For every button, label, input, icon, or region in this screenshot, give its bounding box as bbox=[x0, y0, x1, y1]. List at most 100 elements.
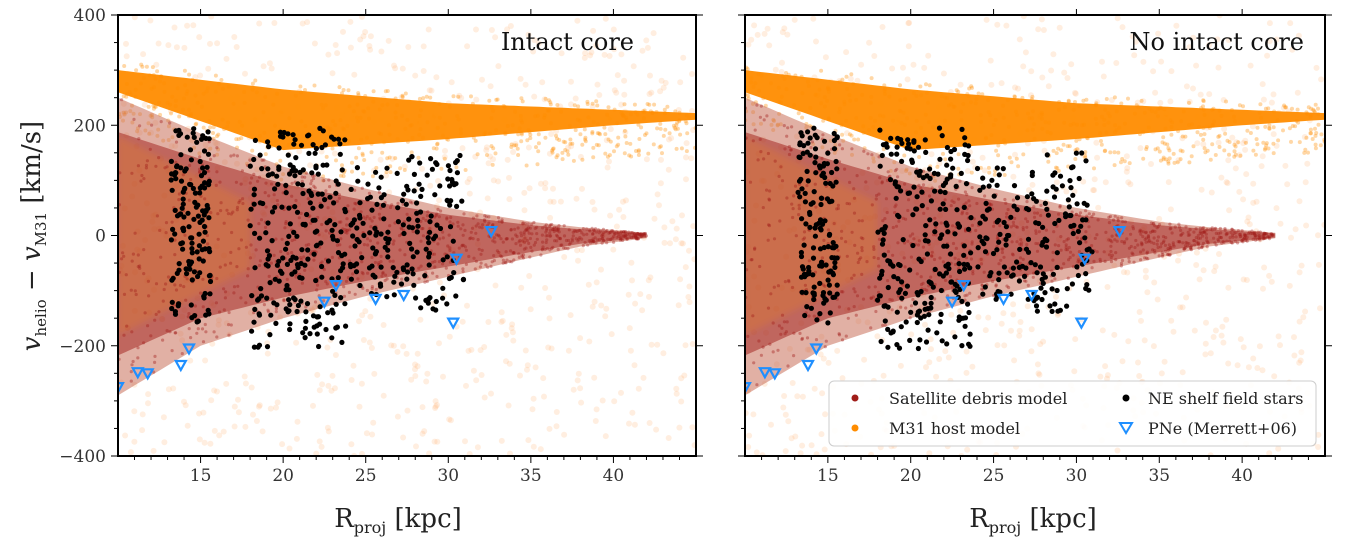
halo-point bbox=[573, 195, 580, 202]
debris-model-point bbox=[598, 237, 602, 242]
debris-model-point bbox=[1141, 235, 1145, 239]
debris-model-point bbox=[1168, 253, 1172, 257]
host-model-point bbox=[548, 102, 553, 107]
host-model-point bbox=[400, 93, 405, 98]
debris-model-point bbox=[850, 230, 854, 234]
ne-shelf-star-point bbox=[173, 128, 179, 134]
debris-model-point bbox=[201, 305, 205, 309]
debris-model-point bbox=[637, 232, 642, 237]
debris-model-point bbox=[436, 242, 440, 246]
halo-point bbox=[818, 431, 825, 438]
debris-model-point bbox=[509, 228, 513, 232]
debris-model-point bbox=[1112, 218, 1116, 222]
halo-point bbox=[1017, 319, 1024, 325]
halo-point bbox=[318, 443, 325, 450]
halo-point bbox=[589, 103, 596, 110]
debris-model-point bbox=[1084, 209, 1088, 213]
debris-model-point bbox=[823, 284, 827, 288]
debris-model-point bbox=[785, 196, 789, 200]
debris-model-point bbox=[777, 174, 781, 178]
halo-point bbox=[466, 190, 473, 197]
debris-model-point bbox=[640, 233, 645, 237]
host-model-point bbox=[860, 92, 865, 97]
ne-shelf-star-point bbox=[201, 148, 208, 154]
host-model-point bbox=[658, 121, 663, 126]
debris-model-point bbox=[958, 179, 962, 183]
halo-point bbox=[527, 306, 534, 313]
debris-model-point bbox=[792, 194, 796, 198]
ne-shelf-star-point bbox=[299, 247, 305, 253]
host-model-point bbox=[869, 100, 873, 105]
host-model-point bbox=[1103, 148, 1108, 153]
ne-shelf-star-point bbox=[174, 164, 180, 170]
halo-point bbox=[1302, 179, 1309, 186]
debris-model-point bbox=[782, 124, 786, 128]
ne-shelf-star-point bbox=[797, 142, 803, 148]
debris-model-point bbox=[1025, 219, 1030, 224]
debris-model-point bbox=[621, 238, 625, 242]
ne-shelf-star-point bbox=[183, 266, 189, 272]
host-model-point bbox=[385, 102, 390, 107]
host-model-point bbox=[1313, 126, 1317, 131]
debris-model-point bbox=[779, 332, 783, 336]
debris-model-point bbox=[1195, 240, 1199, 244]
debris-model-point bbox=[600, 237, 604, 241]
host-model-point bbox=[535, 162, 540, 167]
debris-model-point bbox=[378, 217, 382, 221]
halo-point bbox=[1120, 269, 1127, 276]
debris-model-point bbox=[1138, 230, 1142, 234]
host-model-point bbox=[398, 166, 403, 171]
host-model-point bbox=[1210, 107, 1215, 112]
debris-model-point bbox=[1241, 240, 1245, 244]
host-model-point bbox=[1107, 114, 1112, 119]
debris-model-point bbox=[613, 232, 618, 236]
debris-model-point bbox=[979, 262, 984, 266]
debris-model-point bbox=[223, 290, 228, 294]
debris-model-point bbox=[142, 248, 146, 252]
debris-model-point bbox=[883, 217, 887, 221]
debris-model-point bbox=[471, 237, 475, 241]
ne-shelf-star-point bbox=[327, 194, 333, 200]
host-model-point bbox=[151, 73, 156, 78]
host-model-point bbox=[420, 135, 425, 140]
host-model-point bbox=[350, 169, 354, 174]
host-model-point bbox=[326, 126, 331, 131]
ne-shelf-star-point bbox=[829, 255, 835, 261]
halo-point bbox=[369, 431, 376, 438]
host-model-point bbox=[1282, 103, 1287, 108]
host-model-point bbox=[262, 130, 267, 135]
halo-point bbox=[1225, 360, 1232, 367]
debris-model-point bbox=[144, 163, 149, 167]
halo-point bbox=[654, 191, 661, 198]
debris-model-point bbox=[388, 224, 392, 228]
host-model-point bbox=[489, 105, 494, 110]
debris-model-point bbox=[886, 170, 890, 174]
host-model-point bbox=[1045, 130, 1050, 134]
debris-model-point bbox=[854, 313, 858, 317]
host-model-point bbox=[165, 100, 170, 105]
halo-point bbox=[1183, 294, 1190, 301]
debris-model-point bbox=[154, 282, 159, 286]
debris-model-point bbox=[998, 224, 1002, 228]
ne-shelf-star-point bbox=[406, 224, 412, 230]
debris-model-point bbox=[634, 237, 639, 241]
halo-point bbox=[1183, 83, 1190, 90]
host-model-point bbox=[1001, 103, 1006, 108]
halo-point bbox=[1016, 327, 1023, 334]
debris-model-point bbox=[957, 258, 961, 262]
ne-shelf-star-point bbox=[422, 273, 428, 279]
halo-point bbox=[606, 53, 613, 59]
host-model-point bbox=[331, 119, 336, 124]
debris-model-point bbox=[636, 232, 640, 236]
halo-point bbox=[858, 61, 865, 68]
host-model-point bbox=[1304, 110, 1309, 115]
debris-model-point bbox=[1125, 237, 1129, 241]
host-model-point bbox=[456, 94, 461, 99]
debris-model-point bbox=[1057, 244, 1061, 248]
ne-shelf-star-point bbox=[178, 241, 184, 247]
host-model-point bbox=[1061, 142, 1066, 147]
debris-model-point bbox=[487, 221, 491, 225]
ne-shelf-star-point bbox=[302, 335, 308, 341]
host-model-point bbox=[776, 85, 781, 90]
halo-point bbox=[1240, 344, 1247, 351]
